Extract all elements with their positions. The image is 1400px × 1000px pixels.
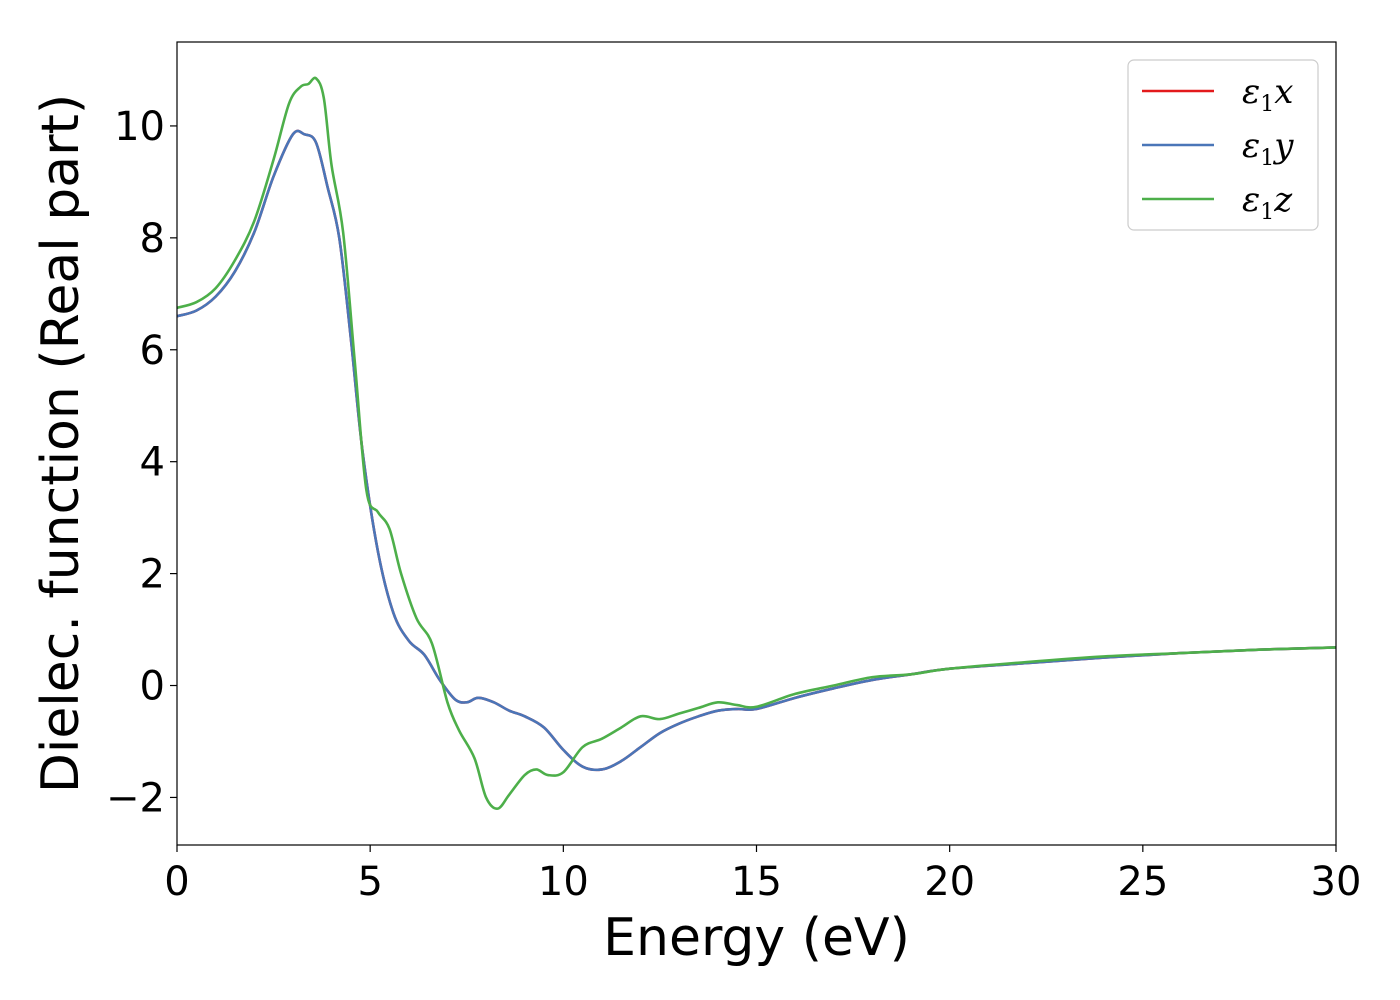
legend-box — [1127, 59, 1319, 231]
y-tick-label: 10 — [114, 104, 165, 150]
series-layer — [177, 76, 1336, 810]
x-tick-label: 15 — [731, 859, 782, 905]
x-tick-label: 20 — [924, 859, 975, 905]
y-tick-label: −2 — [106, 775, 165, 821]
x-tick-label: 5 — [357, 859, 382, 905]
x-axis-label: Energy (eV) — [603, 908, 910, 968]
x-tick-label: 30 — [1311, 859, 1362, 905]
x-tick-label: 0 — [164, 859, 189, 905]
legend-label: ε1x — [1242, 72, 1293, 117]
y-axis-label: Dielec. function (Real part) — [31, 94, 91, 793]
x-tick-label: 10 — [538, 859, 589, 905]
series-line-y — [177, 129, 1336, 772]
y-tick-label: 6 — [140, 328, 165, 374]
y-tick-label: 4 — [140, 440, 165, 486]
legend-label: ε1z — [1242, 180, 1293, 225]
series-line-z — [177, 76, 1336, 810]
legend-label: ε1y — [1242, 126, 1294, 171]
ticks-layer: 0 5 10 15 20 25 30 −2 0 2 4 6 8 10 — [106, 104, 1361, 905]
y-tick-label: 2 — [140, 552, 165, 598]
y-tick-label: 0 — [140, 664, 165, 710]
x-tick-label: 25 — [1117, 859, 1168, 905]
y-tick-label: 8 — [140, 216, 165, 262]
legend: ε1x ε1y ε1z — [1127, 59, 1319, 231]
